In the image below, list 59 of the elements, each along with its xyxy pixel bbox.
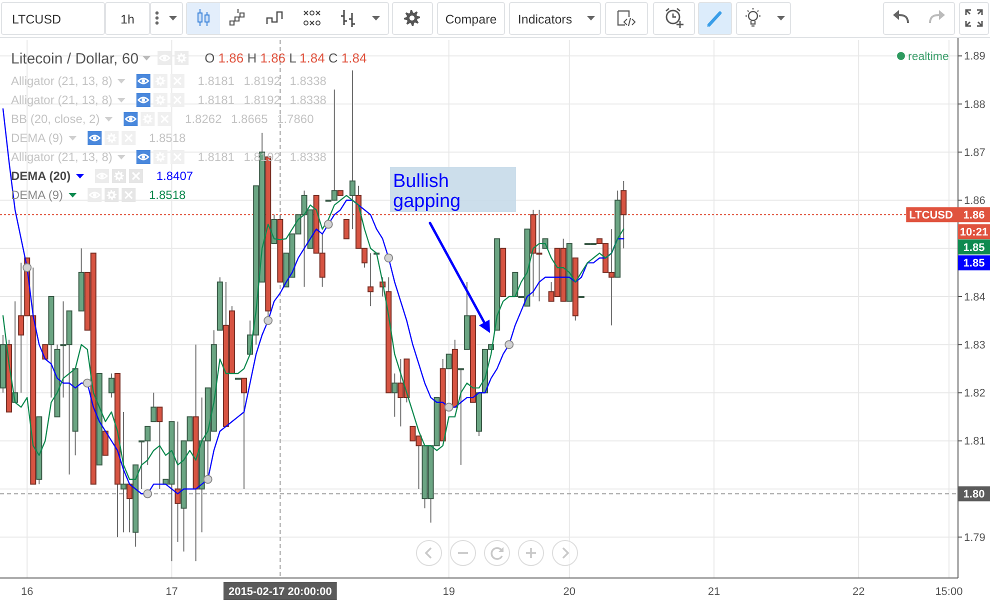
point [143,489,152,498]
text: Compare [445,12,497,26]
x-tick-label: 21 [708,586,720,598]
text: O 1.86 H 1.86 L 1.84 C 1.84 [204,50,367,66]
candlestick [174,421,181,542]
text: Litecoin / Dollar, 60 [11,50,139,68]
text: Indicators [518,12,572,26]
point [264,316,273,326]
candlestick [446,354,452,370]
x-tick-label: 17 [166,586,178,598]
y-tick-label: 1.87 [964,146,986,159]
candlestick [126,484,133,533]
annotation: 1.85 [963,242,985,254]
point [324,220,333,229]
ref-line-label: 1.80 [963,488,985,501]
legend-label: DEMA (20) [11,169,71,184]
candlestick [392,372,398,418]
text: 1.8518 [149,188,186,202]
y-tick-label: 1.86 [964,195,986,208]
x-tick-label: 16 [20,586,34,598]
point [384,253,394,262]
text: 1h [120,12,134,26]
y-tick-label: 1.88 [964,98,986,111]
annotation: 1.8407 [153,169,194,184]
point [203,474,212,484]
point [504,340,514,350]
x-tick-label: 2015-02-17 20:00:00 [228,586,332,598]
y-tick-label: 1.89 [964,50,986,63]
text: Alligator (21, 13, 8) 1.8181 1.8192 1.8338 [11,93,326,108]
candlestick [349,70,356,230]
annotation: 1.8518 [146,131,186,146]
text: Alligator (21, 13, 8) 1.8181 1.8192 1.8338 [11,74,326,88]
point [444,402,454,412]
y-tick-label: 1.82 [964,388,986,400]
point [82,378,92,388]
candlestick [150,392,157,422]
x-tick-label: 19 [442,586,455,598]
annotation: 1.85 [963,258,985,270]
y-tick-label: 1.79 [964,532,986,544]
y-tick-label: 1.83 [964,339,986,352]
x-tick-label: 22 [852,586,865,598]
ref-line-label: LTCUSD 1.86 [909,210,985,222]
text: BB (20, close, 2) 1.8262 1.8665 1.7860 [11,112,314,126]
text: DEMA (9) [11,131,64,146]
text: LTCUSD [12,12,62,26]
y-tick-label: 1.81 [964,436,986,448]
y-tick-label: 1.84 [964,291,986,304]
x-tick-label: 15:00 [935,586,963,598]
candlestick [343,218,350,240]
x-tick-label: 20 [563,586,576,598]
point [22,263,32,272]
annotation: Bullish gapping [393,171,461,212]
candlestick [156,406,163,490]
candlestick [368,252,374,307]
candlestick [108,372,114,398]
annotation: realtime [908,51,949,64]
candlestick [120,411,127,533]
candlestick [241,378,248,490]
candlestick [458,368,464,466]
